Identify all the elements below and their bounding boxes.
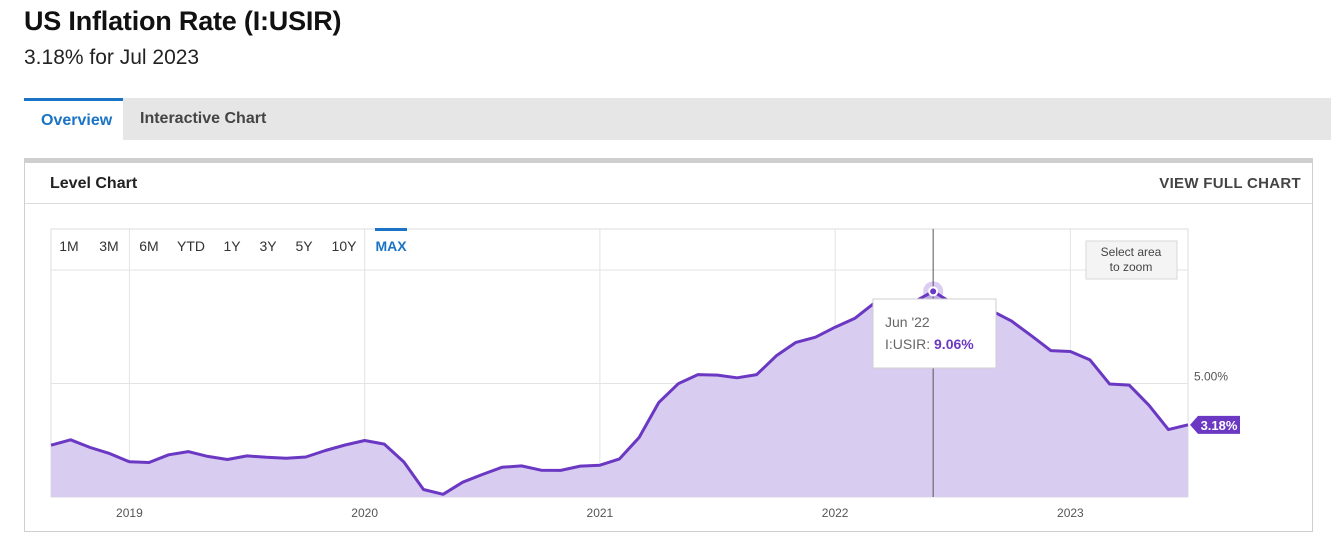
level-chart-panel: Level Chart VIEW FULL CHART: [24, 158, 1313, 532]
page-title: US Inflation Rate (I:USIR): [24, 6, 342, 36]
range-button-1m[interactable]: 1M: [59, 238, 78, 254]
range-button-3y[interactable]: 3Y: [259, 238, 277, 254]
view-full-chart-link[interactable]: VIEW FULL CHART: [1159, 175, 1301, 192]
range-button-3m[interactable]: 3M: [99, 238, 118, 254]
range-button-6m[interactable]: 6M: [139, 238, 158, 254]
tab-overview[interactable]: Overview: [24, 98, 123, 140]
range-button-1y[interactable]: 1Y: [223, 238, 241, 254]
latest-value-subtitle: 3.18% for Jul 2023: [24, 46, 200, 69]
range-button-10y[interactable]: 10Y: [332, 238, 358, 254]
panel-title: Level Chart: [50, 175, 138, 192]
tab-interactive-chart[interactable]: Interactive Chart: [140, 110, 267, 127]
range-button-ytd[interactable]: YTD: [177, 238, 205, 254]
panel-header: Level Chart VIEW FULL CHART: [25, 163, 1312, 204]
range-button-max[interactable]: MAX: [375, 238, 407, 254]
tab-bar: Overview Interactive Chart: [24, 98, 1331, 140]
range-button-5y[interactable]: 5Y: [295, 238, 313, 254]
